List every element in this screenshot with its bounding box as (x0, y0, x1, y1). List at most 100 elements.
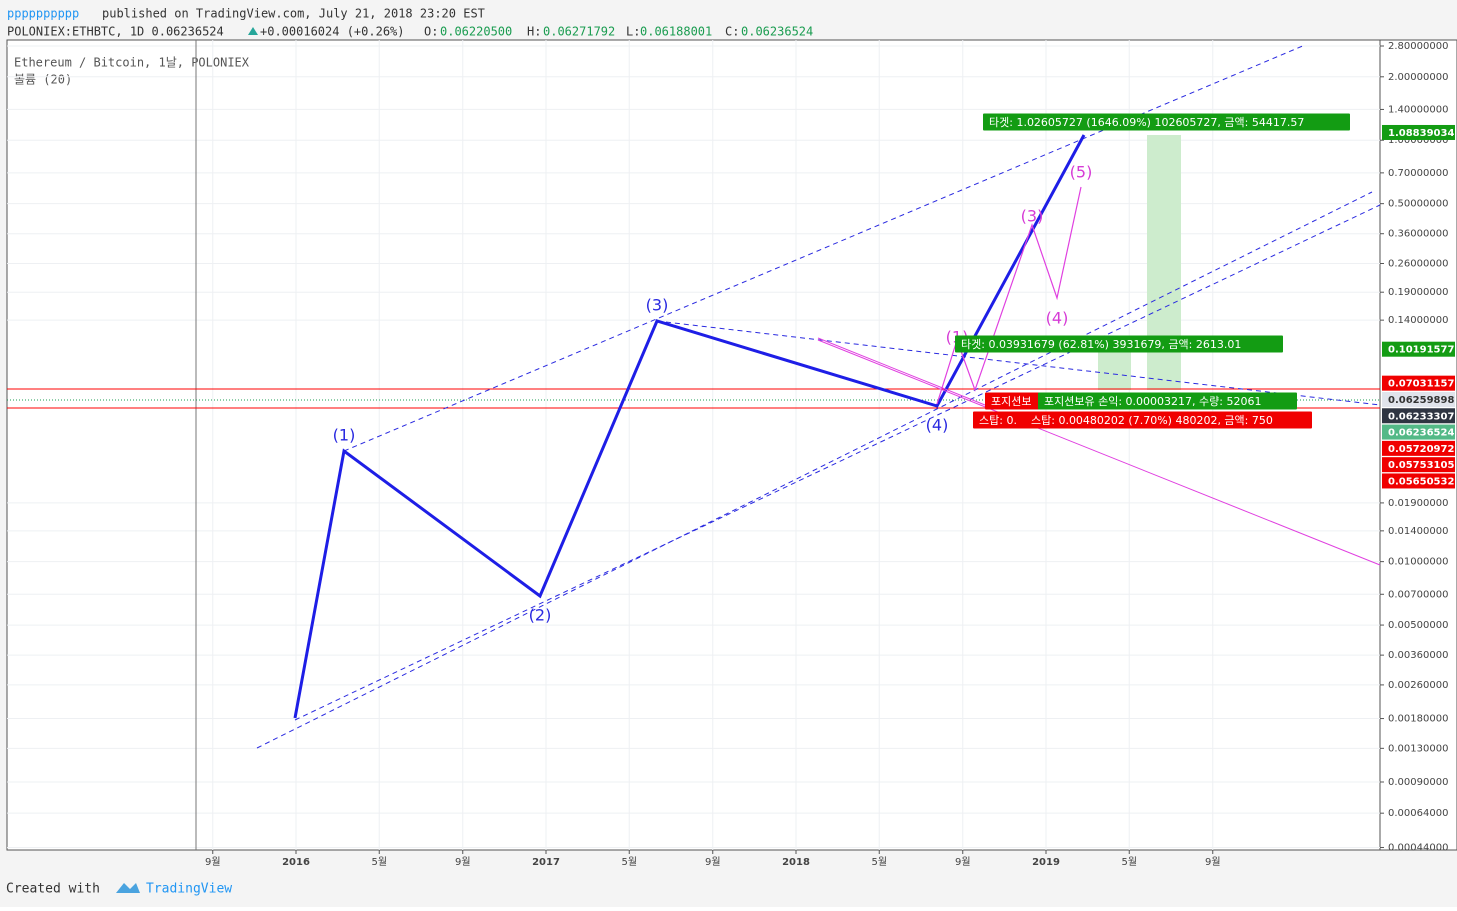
order-label: 스탑: 0.00480202 (7.70%) 480202, 금액: 750 (1031, 414, 1273, 427)
x-tick-label: 5월 (1121, 856, 1137, 868)
y-tick-label: 0.00260000 (1388, 680, 1448, 691)
order-label: 포지션보 (991, 395, 1031, 408)
x-tick-label: 9월 (455, 856, 471, 868)
x-tick-label: 9월 (955, 856, 971, 868)
order-label: 포지션보유 손익: 0.00003217, 수량: 52061 (1044, 395, 1261, 408)
wave-label: (5) (1070, 163, 1093, 182)
order-label: 타겟: 1.02605727 (1646.09%) 102605727, 금액:… (989, 116, 1304, 129)
order-label: 타겟: 0.03931679 (62.81%) 3931679, 금액: 261… (961, 338, 1241, 351)
subwave-path (936, 186, 1082, 405)
wave-label: (3) (1021, 207, 1044, 226)
header-high-label: H: (527, 25, 541, 39)
header-open-label: O: (424, 25, 438, 39)
channel-line (343, 44, 1306, 452)
price-label-box (1382, 124, 1455, 140)
price-label: 0.10191577 (1388, 345, 1454, 356)
wave-path (293, 134, 1086, 719)
y-tick-label: 0.00064000 (1388, 808, 1448, 819)
price-label-box (1382, 375, 1455, 391)
y-tick-label: 1.40000000 (1388, 104, 1448, 115)
price-label: 0.06259898 (1388, 395, 1454, 406)
order-box (1038, 392, 1297, 410)
header-published: published on TradingView.com, July 21, 2… (102, 7, 485, 21)
header-high: 0.06271792 (543, 25, 615, 39)
order-box (985, 392, 1040, 410)
logo (116, 883, 140, 893)
footer-created: Created with (6, 882, 100, 897)
header-close-label: C: (725, 25, 739, 39)
y-tick-label: 0.14000000 (1388, 315, 1448, 326)
y-tick-label: 0.00360000 (1388, 650, 1448, 661)
price-label: 0.07031157 (1388, 379, 1454, 390)
x-tick-label: 9월 (1205, 856, 1221, 868)
x-tick-label: 5월 (871, 856, 887, 868)
y-tick-label: 0.01400000 (1388, 526, 1448, 537)
order-box (1025, 411, 1312, 429)
price-label: 0.06233307 (1388, 411, 1454, 422)
channel-line (256, 191, 1373, 749)
header-low: 0.06188001 (640, 25, 712, 39)
x-tick-label: 5월 (621, 856, 637, 868)
price-label-box (1382, 341, 1455, 357)
y-tick-label: 2.00000000 (1388, 72, 1448, 83)
plot: (1)(2)(3)(4)(1)(3)(4)(5)타겟: 1.02605727 (… (333, 113, 1350, 625)
header-open: 0.06220500 (440, 25, 512, 39)
wave-label: (4) (926, 416, 949, 435)
order-box (973, 411, 1027, 429)
price-label-box (1382, 440, 1455, 456)
x-tick-label: 9월 (205, 856, 221, 868)
wave-label: (4) (1046, 309, 1069, 328)
y-tick-label: 0.70000000 (1388, 168, 1448, 179)
header-close: 0.06236524 (741, 25, 813, 39)
header-low-label: L: (626, 25, 640, 39)
price-label: 0.06236524 (1388, 428, 1454, 439)
order-box (983, 113, 1350, 131)
x-tick-label: 2016 (282, 857, 310, 868)
x-tick-label: 2019 (1032, 857, 1060, 868)
wave-label: (3) (646, 296, 669, 315)
chart-subtitle: 볼륨 (20) (14, 73, 72, 87)
y-tick-label: 0.00700000 (1388, 589, 1448, 600)
y-tick-label: 0.36000000 (1388, 229, 1448, 240)
order-label: 스탑: 0. (979, 414, 1017, 427)
price-label-box (1382, 424, 1455, 440)
header-symbol: POLONIEX:ETHBTC, 1D 0.06236524 (7, 25, 224, 39)
y-tick-label: 0.00180000 (1388, 714, 1448, 725)
plot-frame (6, 39, 1457, 851)
wave-label: (2) (529, 606, 552, 625)
up-arrow (248, 27, 258, 35)
trend-line (656, 320, 1381, 406)
price-label-box (1382, 457, 1455, 473)
price-label: 0.05753105 (1388, 460, 1454, 471)
wedge-line (817, 337, 986, 406)
chart-title: Ethereum / Bitcoin, 1날, POLONIEX (14, 56, 250, 70)
header-change: +0.00016024 (+0.26%) (260, 25, 405, 39)
price-label-box (1382, 473, 1455, 489)
x-tick-label: 2018 (782, 857, 810, 868)
y-tick-label: 0.00130000 (1388, 743, 1448, 754)
y-tick-label: 0.01900000 (1388, 498, 1448, 509)
y-tick-label: 0.26000000 (1388, 258, 1448, 269)
price-label: 0.05650532 (1388, 476, 1454, 487)
y-tick-label: 0.50000000 (1388, 199, 1448, 210)
y-tick-label: 0.00044000 (1388, 842, 1448, 853)
header-user: pppppppppp (7, 7, 79, 21)
y-tick-label: 1.00000000 (1388, 135, 1448, 146)
y-tick-label: 0.00500000 (1388, 620, 1448, 631)
x-tick-label: 2017 (532, 857, 560, 868)
order-box (955, 335, 1283, 353)
x-tick-label: 9월 (705, 856, 721, 868)
x-tick-label: 5월 (371, 856, 387, 868)
price-label: 0.05720972 (1388, 444, 1454, 455)
y-tick-label: 0.19000000 (1388, 287, 1448, 298)
y-tick-label: 0.00090000 (1388, 777, 1448, 788)
wedge-line (817, 339, 1381, 566)
footer-brand[interactable]: TradingView (146, 882, 232, 897)
wave-label: (1) (333, 426, 356, 445)
price-label-box (1382, 391, 1455, 407)
y-tick-label: 0.01000000 (1388, 557, 1448, 568)
channel-line (294, 204, 1381, 721)
y-tick-label: 2.80000000 (1388, 41, 1448, 52)
price-label: 1.08839034 (1388, 128, 1454, 139)
